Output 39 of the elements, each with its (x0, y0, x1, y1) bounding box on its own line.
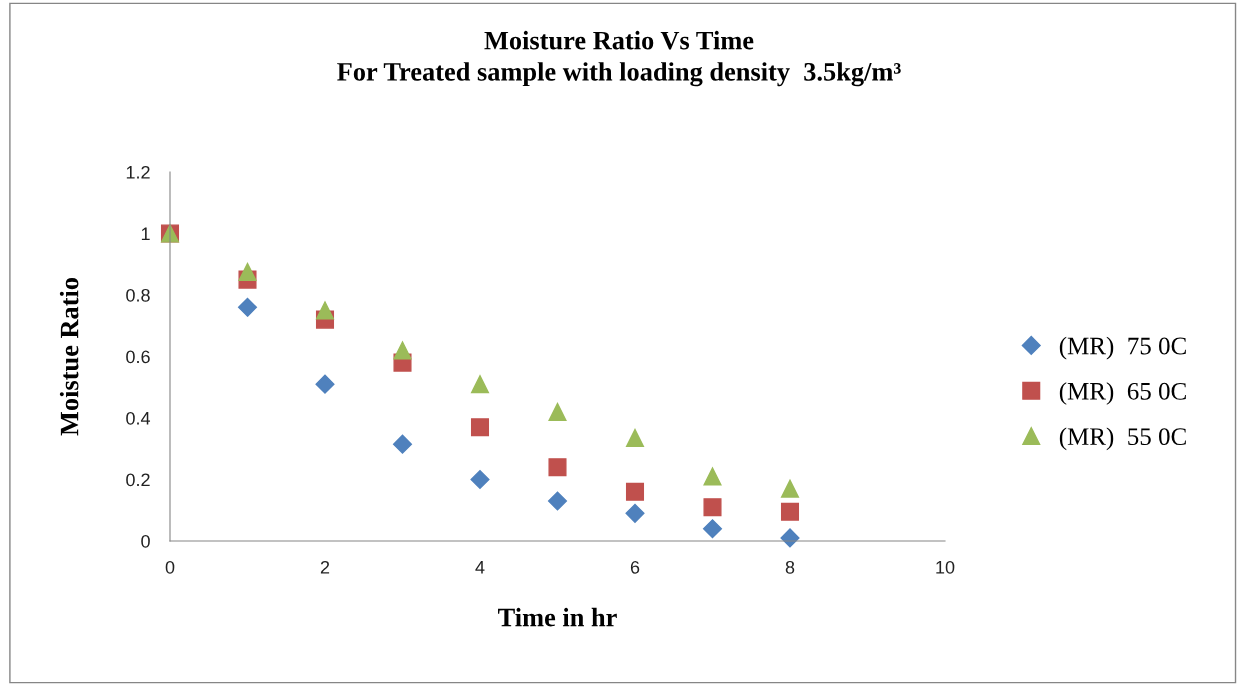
point (470, 418, 490, 437)
x-axis-title: Time in hr (498, 607, 617, 627)
y-tick-label: 0.4 (126, 411, 151, 425)
point (780, 502, 800, 521)
x-tick-label: 0 (165, 560, 175, 574)
point (625, 503, 645, 523)
point (548, 458, 567, 477)
point (703, 467, 722, 486)
point (625, 482, 645, 501)
point (702, 519, 723, 539)
point (780, 479, 800, 498)
point (393, 341, 412, 360)
point (315, 301, 335, 320)
legend-label: (MR) 65 0C (1059, 382, 1186, 405)
point (315, 374, 335, 394)
y-axis-title: Moistue Ratio (59, 277, 79, 436)
y-tick-label: 0.8 (126, 288, 150, 302)
point (392, 434, 413, 454)
x-tick-label: 2 (320, 560, 330, 574)
legend-label: (MR) 55 0C (1059, 427, 1186, 451)
y-tick-label: 1.2 (126, 165, 150, 179)
x-tick-label: 10 (936, 560, 955, 574)
point (470, 469, 490, 490)
point (703, 498, 722, 517)
x-tick-label: 6 (630, 560, 640, 574)
x-tick-label: 4 (475, 561, 485, 574)
x-tick-label: 8 (785, 560, 795, 574)
legend-label: (MR) 75 0C (1059, 336, 1186, 360)
point (237, 297, 258, 317)
point (547, 491, 568, 511)
point (238, 262, 257, 281)
y-tick-label: 0.6 (126, 350, 150, 364)
point (625, 428, 645, 448)
point (548, 402, 567, 421)
chart-title: Moisture Ratio Vs Time For Treated sample with loading density 3.5kg/m³ (337, 30, 901, 87)
y-tick-label: 1 (141, 227, 150, 241)
y-tick-label: 0.2 (126, 473, 150, 487)
point (470, 375, 490, 394)
y-tick-label: 0 (141, 534, 150, 548)
